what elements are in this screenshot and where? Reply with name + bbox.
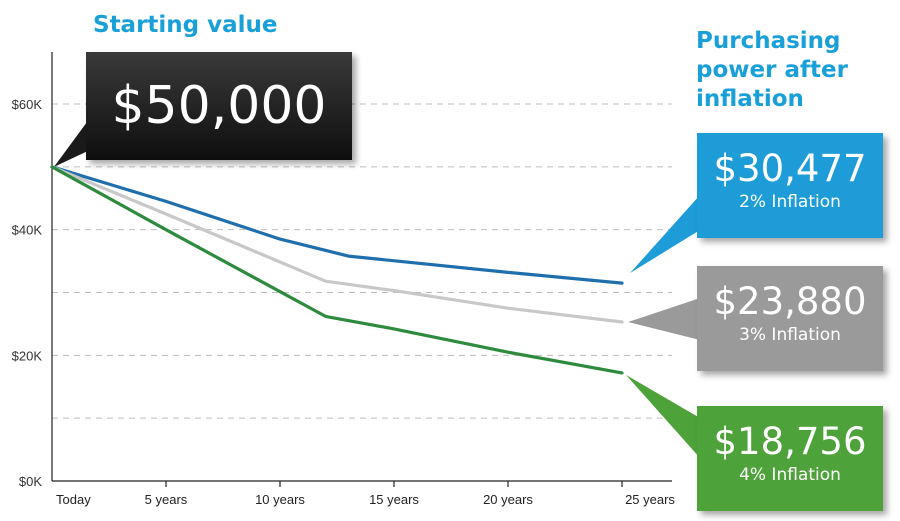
y-tick-labels: $0K $20K $40K $60K (12, 97, 43, 489)
starting-value-amount: $50,000 (111, 76, 327, 136)
x-tick-label: Today (56, 492, 91, 507)
purchasing-power-heading: Purchasing power after inflation (696, 28, 848, 112)
callout-3-percent-label: 3% Inflation (739, 325, 841, 345)
series-line-4-percent (50, 165, 624, 375)
series-lines (50, 165, 624, 375)
callout-pointer-4-percent (626, 374, 700, 458)
y-tick-label: $20K (12, 348, 43, 363)
x-tick-label: 25 years (625, 492, 675, 507)
callout-3-percent-value: $23,880 (713, 280, 867, 323)
y-tick-label: $0K (19, 474, 42, 489)
axes (51, 52, 672, 482)
x-tick-labels: Today 5 years 10 years 15 years 20 years 25 y… (56, 481, 675, 507)
callout-pointer-3-percent (628, 298, 700, 340)
callout-2-percent: $30,477 2% Inflation (697, 133, 883, 238)
series-line-2-percent (50, 165, 624, 285)
callout-3-percent: $23,880 3% Inflation (697, 266, 883, 371)
starting-value-heading: Starting value (93, 12, 278, 38)
y-tick-label: $60K (12, 97, 43, 112)
starting-value-callout: $50,000 (86, 52, 352, 160)
callout-pointers (54, 118, 700, 458)
x-tick-label: 10 years (255, 492, 305, 507)
callout-4-percent-label: 4% Inflation (739, 465, 841, 485)
series-line-3-percent (50, 165, 624, 324)
x-tick-label: 20 years (483, 492, 533, 507)
x-tick-label: 5 years (145, 492, 188, 507)
starting-callout-pointer (54, 118, 90, 167)
callout-2-percent-label: 2% Inflation (739, 192, 841, 212)
callout-pointer-2-percent (630, 195, 700, 274)
callout-2-percent-value: $30,477 (713, 147, 867, 190)
callout-4-percent-value: $18,756 (713, 420, 867, 463)
callout-4-percent: $18,756 4% Inflation (697, 406, 883, 511)
y-tick-label: $40K (12, 223, 43, 238)
x-tick-label: 15 years (369, 492, 419, 507)
